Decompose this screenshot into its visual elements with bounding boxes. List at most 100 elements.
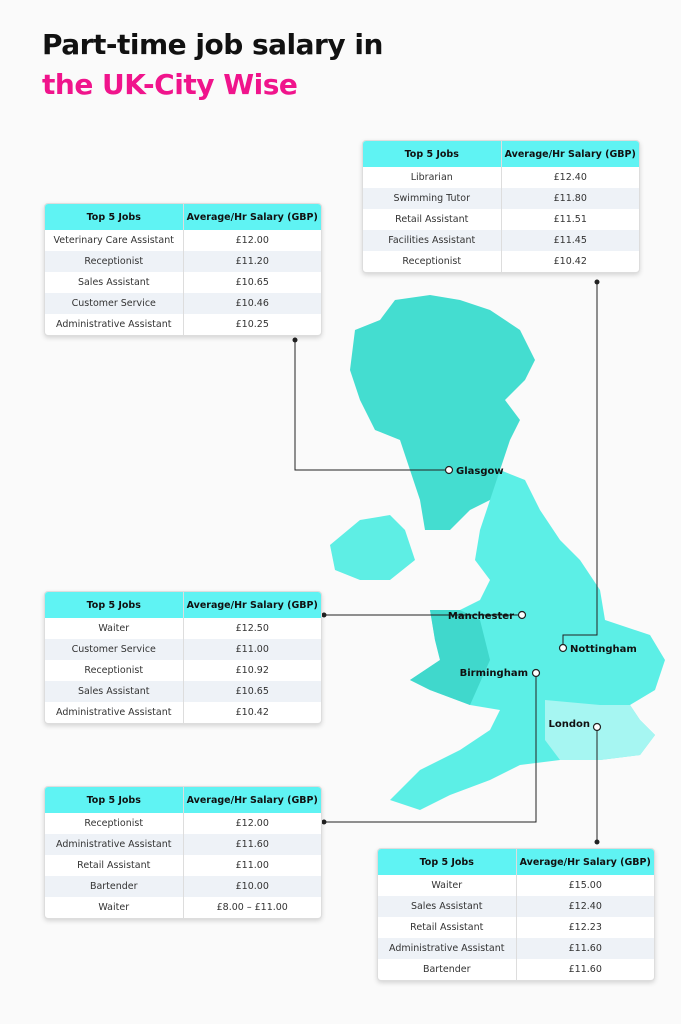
city-dot (531, 668, 541, 678)
table-header: Top 5 Jobs Average/Hr Salary (GBP) (45, 787, 321, 813)
table-row: Receptionist £12.00 (45, 813, 321, 834)
salary-cell: £10.42 (182, 702, 322, 723)
table-row: Administrative Assistant £11.60 (378, 938, 654, 959)
city-dot (444, 465, 454, 475)
salary-table: Top 5 Jobs Average/Hr Salary (GBP) Librari… (362, 140, 640, 273)
salary-table: Top 5 Jobs Average/Hr Salary (GBP) Recepti… (44, 786, 322, 919)
header-cell: Top 5 Jobs (86, 211, 141, 223)
connector (562, 282, 598, 648)
city-dot (517, 610, 527, 620)
city-dot (592, 722, 602, 732)
header-cell: Top 5 Jobs (419, 856, 474, 868)
job-cell: Veterinary Care Assistant (53, 235, 174, 246)
job-cell: Administrative Assistant (56, 839, 172, 850)
job-cell: Swimming Tutor (393, 193, 470, 204)
salary-cell: £11.60 (182, 834, 322, 855)
wales (410, 610, 490, 705)
salary-cell: £10.25 (182, 314, 322, 335)
job-cell: Administrative Assistant (56, 707, 172, 718)
endpoint (594, 279, 600, 285)
salary-cell: £11.20 (182, 251, 322, 272)
city-label: Manchester (448, 611, 514, 622)
uk-map (330, 295, 665, 810)
salary-cell: £12.00 (182, 813, 322, 834)
endpoint (321, 612, 327, 618)
endpoint (321, 819, 327, 825)
south-east (545, 700, 655, 760)
job-cell: Retail Assistant (77, 860, 151, 871)
table-header: Top 5 Jobs Average/Hr Salary (GBP) (45, 592, 321, 618)
table-row: Bartender £10.00 (45, 876, 321, 897)
salary-cell: £10.65 (182, 272, 322, 293)
job-cell: Sales Assistant (77, 686, 150, 697)
header-cell: Average/Hr Salary (GBP) (515, 849, 655, 875)
table-row: Customer Service £10.46 (45, 293, 321, 314)
salary-cell: £12.50 (182, 618, 322, 639)
table-row: Receptionist £10.42 (363, 251, 639, 272)
job-cell: Waiter (431, 880, 463, 891)
ireland (330, 515, 415, 580)
job-cell: Administrative Assistant (389, 943, 505, 954)
table-row: Sales Assistant £10.65 (45, 272, 321, 293)
table-header: Top 5 Jobs Average/Hr Salary (GBP) (45, 204, 321, 230)
job-cell: Customer Service (71, 644, 156, 655)
salary-cell: £11.45 (500, 230, 640, 251)
job-cell: Receptionist (402, 256, 462, 267)
table-row: Waiter £15.00 (378, 875, 654, 896)
table-row: Librarian £12.40 (363, 167, 639, 188)
table-row: Retail Assistant £11.51 (363, 209, 639, 230)
connectors (294, 282, 598, 842)
header-cell: Average/Hr Salary (GBP) (182, 592, 322, 618)
salary-cell: £10.46 (182, 293, 322, 314)
title-line1: Part-time job salary in (42, 28, 383, 61)
table-row: Waiter £12.50 (45, 618, 321, 639)
table-row: Sales Assistant £12.40 (378, 896, 654, 917)
header-cell: Top 5 Jobs (86, 599, 141, 611)
endpoint (594, 839, 600, 845)
job-cell: Bartender (422, 964, 471, 975)
salary-table: Top 5 Jobs Average/Hr Salary (GBP) Waiter £… (44, 591, 322, 724)
header-cell: Average/Hr Salary (GBP) (182, 204, 322, 230)
salary-cell: £10.00 (182, 876, 322, 897)
header-cell: Top 5 Jobs (404, 148, 459, 160)
table-row: Waiter £8.00 – £11.00 (45, 897, 321, 918)
salary-cell: £15.00 (515, 875, 655, 896)
table-row: Facilities Assistant £11.45 (363, 230, 639, 251)
salary-cell: £12.23 (515, 917, 655, 938)
salary-cell: £12.40 (500, 167, 640, 188)
city-dot (558, 643, 568, 653)
table-row: Retail Assistant £11.00 (45, 855, 321, 876)
job-cell: Customer Service (71, 298, 156, 309)
salary-cell: £11.60 (515, 959, 655, 980)
table-row: Administrative Assistant £10.25 (45, 314, 321, 335)
table-header: Top 5 Jobs Average/Hr Salary (GBP) (378, 849, 654, 875)
city-label: Glasgow (456, 466, 504, 477)
job-cell: Retail Assistant (410, 922, 484, 933)
table-row: Receptionist £10.92 (45, 660, 321, 681)
connector (294, 340, 449, 471)
city-label: Nottingham (570, 644, 637, 655)
job-cell: Sales Assistant (77, 277, 150, 288)
header-cell: Average/Hr Salary (GBP) (500, 141, 640, 167)
scotland (350, 295, 535, 530)
job-cell: Sales Assistant (410, 901, 483, 912)
city-dots (444, 465, 602, 732)
salary-cell: £12.00 (182, 230, 322, 251)
job-cell: Librarian (410, 172, 453, 183)
salary-cell: £11.60 (515, 938, 655, 959)
header-cell: Average/Hr Salary (GBP) (182, 787, 322, 813)
table-row: Veterinary Care Assistant £12.00 (45, 230, 321, 251)
salary-cell: £8.00 – £11.00 (182, 897, 322, 918)
table-row: Receptionist £11.20 (45, 251, 321, 272)
salary-cell: £11.00 (182, 639, 322, 660)
endpoint (292, 337, 298, 343)
connector (324, 673, 537, 823)
salary-cell: £10.92 (182, 660, 322, 681)
salary-table: Top 5 Jobs Average/Hr Salary (GBP) Waiter £… (377, 848, 655, 981)
table-row: Administrative Assistant £10.42 (45, 702, 321, 723)
job-cell: Bartender (89, 881, 138, 892)
salary-cell: £11.00 (182, 855, 322, 876)
table-row: Customer Service £11.00 (45, 639, 321, 660)
